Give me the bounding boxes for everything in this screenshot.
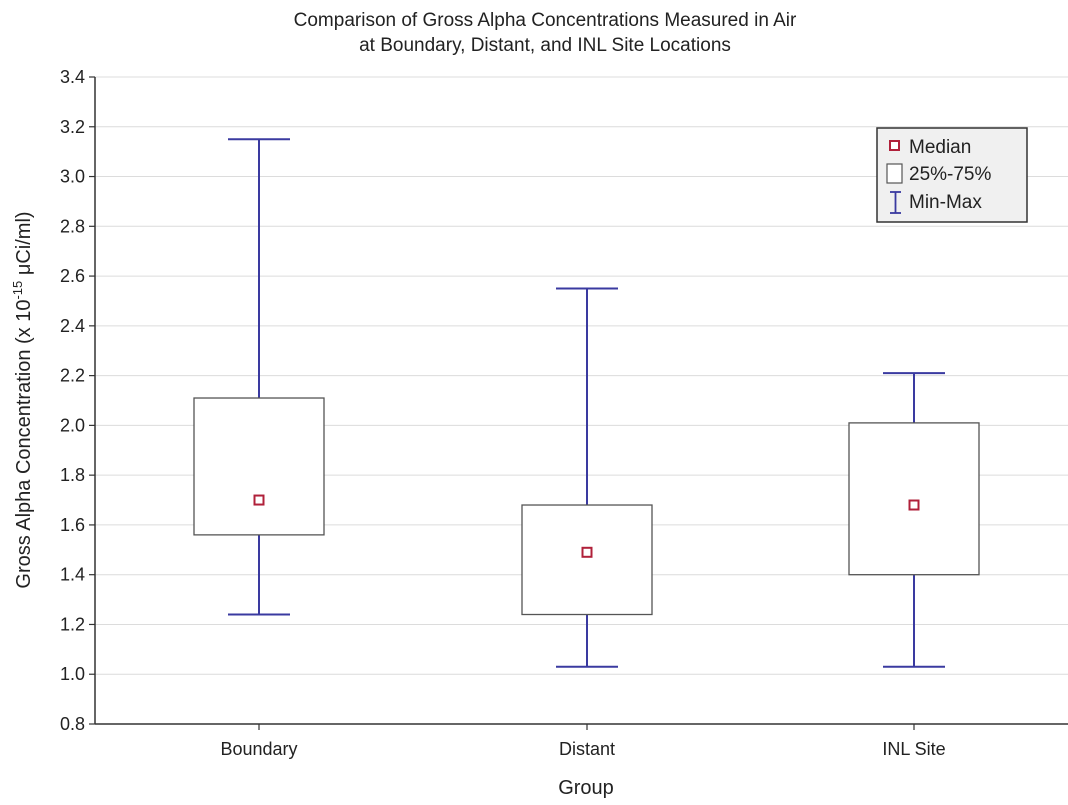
x-tick-label: Boundary — [220, 739, 297, 759]
y-axis-title-exponent: -15 — [10, 281, 25, 300]
box-group — [848, 372, 980, 668]
x-tick-label: Distant — [559, 739, 615, 759]
iqr-box — [521, 504, 653, 616]
y-tick-label: 2.0 — [60, 415, 85, 435]
x-axis-title: Group — [558, 777, 614, 799]
y-axis-title-suffix: μCi/ml) — [13, 211, 35, 280]
y-tick-label: 2.4 — [60, 316, 85, 336]
y-tick-labels: 0.8 1.0 1.2 1.4 1.6 1.8 2.0 2.2 2.4 2.6 2.8 3.0 3.2 3… — [60, 67, 85, 734]
chart-title-line-2: at Boundary, Distant, and INL Site Locat… — [359, 35, 731, 56]
legend-label-median: Median — [909, 137, 971, 158]
legend-whisker-swatch — [890, 191, 901, 214]
axes — [89, 76, 1068, 730]
box-group — [193, 138, 325, 616]
y-tick-label: 2.8 — [60, 216, 85, 236]
y-tick-label: 1.0 — [60, 664, 85, 684]
legend-median-marker — [889, 140, 900, 151]
legend-label-whisker: Min-Max — [909, 192, 982, 213]
x-tick-labels: Boundary Distant INL Site — [220, 739, 945, 759]
y-tick-label: 2.6 — [60, 266, 85, 286]
y-axis-title: Gross Alpha Concentration (x 10-15 μCi/m… — [10, 211, 35, 588]
median-marker — [908, 499, 920, 511]
y-axis-title-prefix: Gross Alpha Concentration (x 10 — [13, 300, 35, 589]
box-series — [193, 138, 980, 668]
legend-label-box: 25%-75% — [909, 164, 991, 185]
x-tick-label: INL Site — [882, 739, 945, 759]
y-tick-label: 0.8 — [60, 714, 85, 734]
y-tick-label: 2.2 — [60, 366, 85, 386]
iqr-box — [193, 397, 325, 536]
y-tick-label: 1.8 — [60, 465, 85, 485]
y-tick-label: 3.2 — [60, 117, 85, 137]
iqr-box — [848, 422, 980, 576]
box-group — [521, 287, 653, 668]
chart-title-line-1: Comparison of Gross Alpha Concentrations… — [294, 10, 797, 31]
y-tick-label: 3.0 — [60, 167, 85, 187]
y-tick-label: 1.2 — [60, 614, 85, 634]
y-tick-label: 3.4 — [60, 67, 85, 87]
y-tick-label: 1.4 — [60, 565, 85, 585]
median-marker — [581, 546, 593, 558]
legend: Median 25%-75% Min-Max — [876, 127, 1028, 223]
legend-box-swatch — [886, 163, 903, 184]
y-tick-label: 1.6 — [60, 515, 85, 535]
median-marker — [253, 494, 265, 506]
